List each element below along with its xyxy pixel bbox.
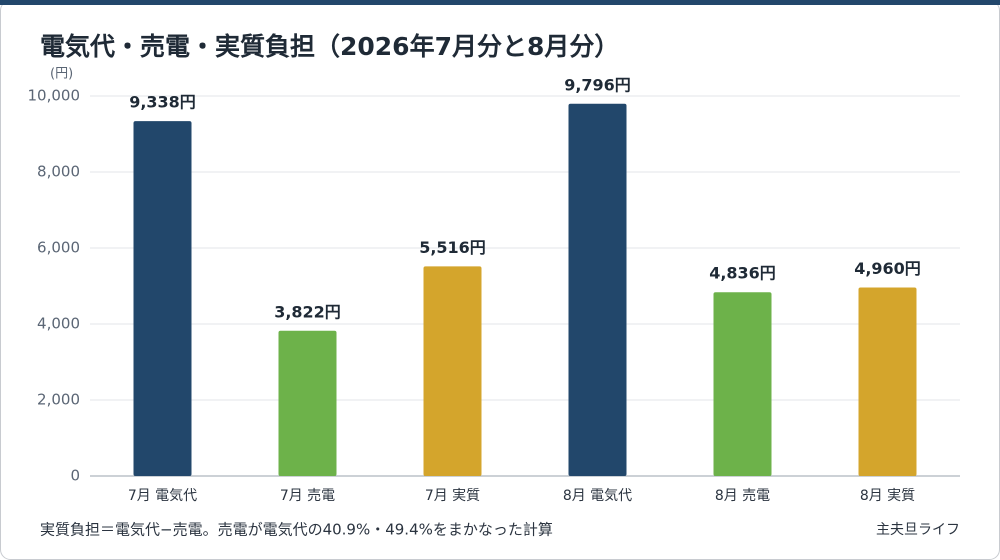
x-tick-label: 8月 電気代 [563,488,632,504]
x-tick-label: 7月 電気代 [128,488,197,504]
data-label: 5,516円 [419,238,486,257]
bar [423,266,482,476]
data-label: 9,338円 [129,93,196,112]
x-tick-label: 7月 実質 [425,488,480,504]
y-tick-label: 4,000 [37,315,80,333]
data-label: 4,836円 [709,264,776,283]
bar [713,292,772,476]
brand: 主夫旦ライフ [876,522,960,538]
footnote: 実質負担＝電気代−売電。売電が電気代の40.9%・49.4%をまかなった計算 [40,521,553,539]
data-label: 3,822円 [274,302,341,321]
bar [133,121,192,476]
y-axis-label: (円) [50,67,73,82]
x-tick-label: 7月 売電 [280,488,335,504]
bar [278,330,337,476]
y-tick-label: 8,000 [37,163,80,181]
y-tick-label: 0 [70,467,80,485]
data-label: 9,796円 [564,75,631,94]
x-tick-label: 8月 実質 [860,488,915,504]
y-tick-label: 6,000 [37,239,80,257]
data-label: 4,960円 [854,259,921,278]
top-stripe [0,0,1000,5]
x-tick-label: 8月 売電 [715,488,770,504]
y-tick-label: 10,000 [28,87,81,105]
y-tick-label: 2,000 [37,391,80,409]
bar [568,103,627,476]
bar [858,287,917,476]
chart-title: 電気代・売電・実質負担（2026年7月分と8月分） [40,32,619,61]
